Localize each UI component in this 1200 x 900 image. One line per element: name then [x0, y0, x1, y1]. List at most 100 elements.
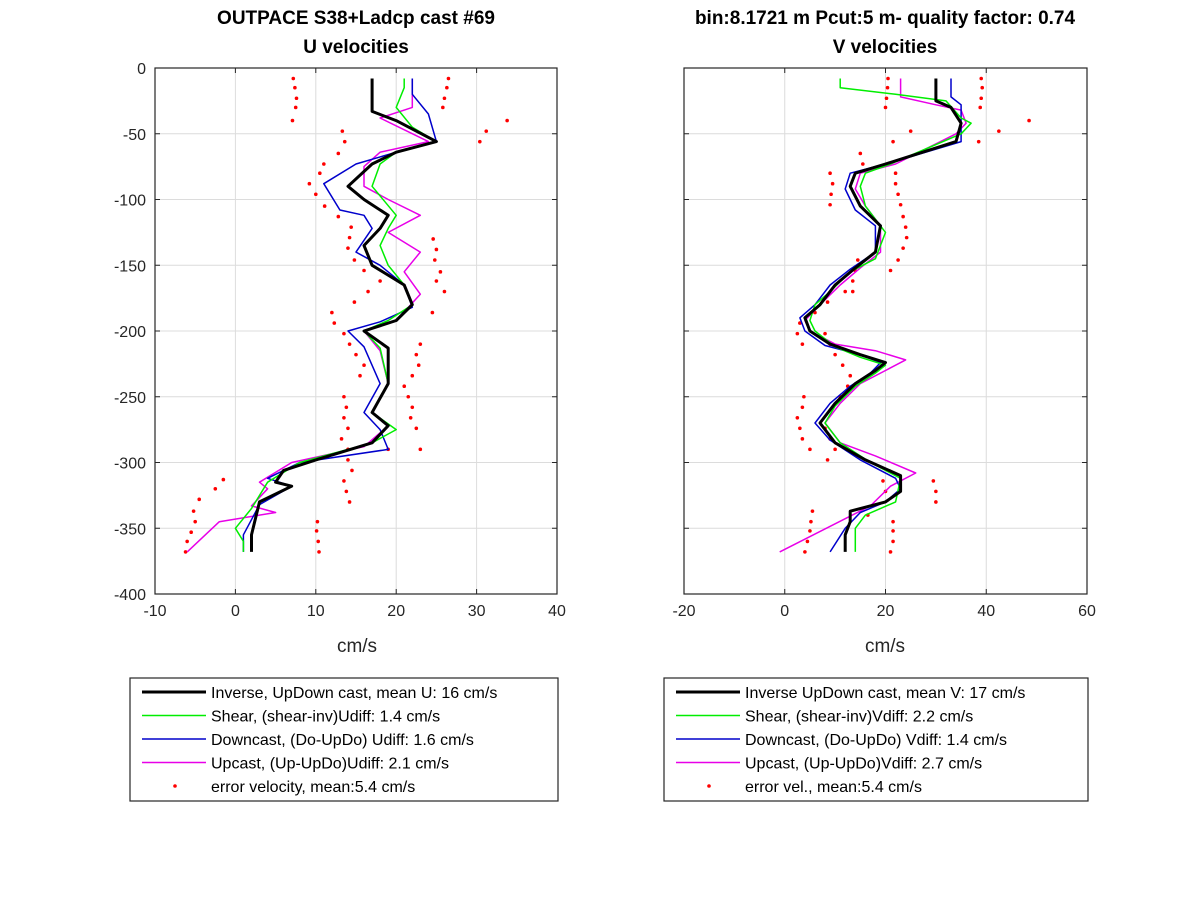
u-error-point — [416, 363, 421, 367]
v-error-point — [843, 289, 847, 294]
u-error-point — [434, 247, 439, 252]
v-error-point — [823, 331, 827, 336]
u-y-tick-label: 0 — [137, 61, 146, 78]
u-error-point — [342, 331, 346, 336]
u-error-point — [442, 289, 447, 294]
v-x-axis-label: cm/s — [865, 636, 905, 657]
v-error-point — [1027, 118, 1031, 123]
u-x-tick-label: 10 — [307, 603, 325, 620]
u-error-point — [434, 279, 439, 283]
u-error-point — [446, 76, 451, 81]
v-legend: Inverse UpDown cast, mean V: 17 cm/s Shea… — [663, 677, 1089, 802]
v-error-point — [828, 202, 832, 207]
v-error-point — [800, 405, 805, 410]
u-error-point — [445, 85, 449, 90]
u-error-point — [432, 258, 437, 262]
u-error-point — [307, 181, 312, 186]
v-legend-label-downcast: Downcast, (Do-UpDo) Vdiff: 1.4 cm/s — [745, 732, 1007, 749]
left-title-line-1: OUTPACE S38+Ladcp cast #69 — [217, 8, 495, 29]
v-error-point — [896, 192, 900, 197]
u-error-point — [414, 426, 419, 431]
u-error-point — [185, 539, 189, 544]
u-x-tick-label: 40 — [548, 603, 566, 620]
u-x-tick-label: 30 — [468, 603, 486, 620]
u-error-point — [484, 129, 489, 133]
v-error-point — [891, 519, 895, 524]
v-error-point — [829, 192, 833, 197]
v-error-point — [903, 225, 908, 229]
u-error-point — [193, 519, 197, 524]
v-error-point — [888, 268, 893, 273]
right-title-line-1: bin:8.1721 m Pcut:5 m- quality factor: 0… — [695, 8, 1076, 29]
v-error-point — [833, 447, 837, 452]
u-error-point — [291, 76, 296, 81]
v-error-point — [850, 279, 855, 283]
v-error-point — [891, 529, 895, 533]
v-error-point — [855, 258, 860, 262]
u-error-point — [418, 342, 423, 346]
u-error-point — [318, 171, 322, 175]
v-error-point — [800, 342, 805, 346]
u-error-point — [342, 415, 346, 420]
u-y-tick-label: -400 — [114, 587, 146, 604]
v-error-point — [997, 129, 1001, 133]
v-error-point — [850, 289, 855, 294]
v-error-point — [848, 373, 853, 378]
v-legend-label-upcast: Upcast, (Up-UpDo)Vdiff: 2.7 cm/s — [745, 756, 982, 773]
v-error-point — [825, 458, 830, 462]
u-legend-label-downcast: Downcast, (Do-UpDo) Udiff: 1.6 cm/s — [211, 732, 474, 749]
v-error-point — [805, 539, 810, 544]
u-error-point — [358, 373, 362, 378]
u-y-tick-label: -100 — [114, 193, 146, 210]
u-error-point — [183, 550, 188, 554]
u-error-point — [189, 530, 193, 534]
u-error-point — [213, 487, 218, 491]
u-error-point — [442, 96, 447, 101]
u-error-point — [408, 415, 413, 420]
u-y-tick-label: -300 — [114, 456, 146, 473]
u-y-tick-label: -350 — [114, 521, 146, 538]
v-error-point — [833, 352, 837, 357]
u-error-point — [339, 437, 344, 441]
u-error-point — [431, 237, 435, 241]
v-x-tick-label: 40 — [977, 603, 995, 620]
u-error-point — [406, 394, 411, 399]
v-x-tick-label: 60 — [1078, 603, 1096, 620]
v-legend-marker-error — [707, 784, 711, 788]
v-error-point — [931, 479, 936, 483]
u-error-point — [402, 384, 407, 389]
v-plot-axes: -20 0 20 40 60 — [672, 67, 1096, 620]
u-error-point — [410, 373, 415, 378]
v-error-point — [809, 519, 813, 524]
v-error-point — [795, 415, 800, 420]
v-inverse-line — [803, 78, 963, 552]
v-error-point — [893, 181, 898, 186]
u-velocity-panel: OUTPACE S38+Ladcp cast #69 U velocities … — [114, 8, 566, 802]
u-error-point — [342, 479, 346, 483]
v-error-point — [934, 489, 938, 494]
u-error-point — [378, 279, 382, 283]
u-x-tick-label: 0 — [231, 603, 240, 620]
u-inverse-line — [250, 78, 438, 552]
u-error-point — [340, 129, 345, 133]
v-error-point — [979, 96, 984, 101]
v-error-point — [976, 139, 981, 144]
v-error-point — [858, 151, 863, 156]
v-error-point — [980, 85, 985, 90]
u-error-point — [441, 105, 445, 110]
u-error-point — [342, 394, 346, 399]
u-legend-marker-error — [173, 784, 177, 788]
v-x-tick-label: -20 — [672, 603, 695, 620]
v-velocity-panel: bin:8.1721 m Pcut:5 m- quality factor: 0… — [663, 8, 1096, 802]
u-error-point — [330, 310, 334, 315]
u-error-point — [317, 550, 321, 554]
v-error-point — [891, 539, 895, 544]
u-error-point — [315, 519, 320, 524]
v-error-point — [825, 300, 830, 304]
u-error-point — [414, 352, 419, 357]
u-error-point — [438, 270, 443, 274]
u-error-point — [352, 258, 357, 262]
v-error-point — [795, 331, 800, 336]
u-error-point — [314, 529, 319, 533]
v-error-point — [881, 479, 885, 483]
